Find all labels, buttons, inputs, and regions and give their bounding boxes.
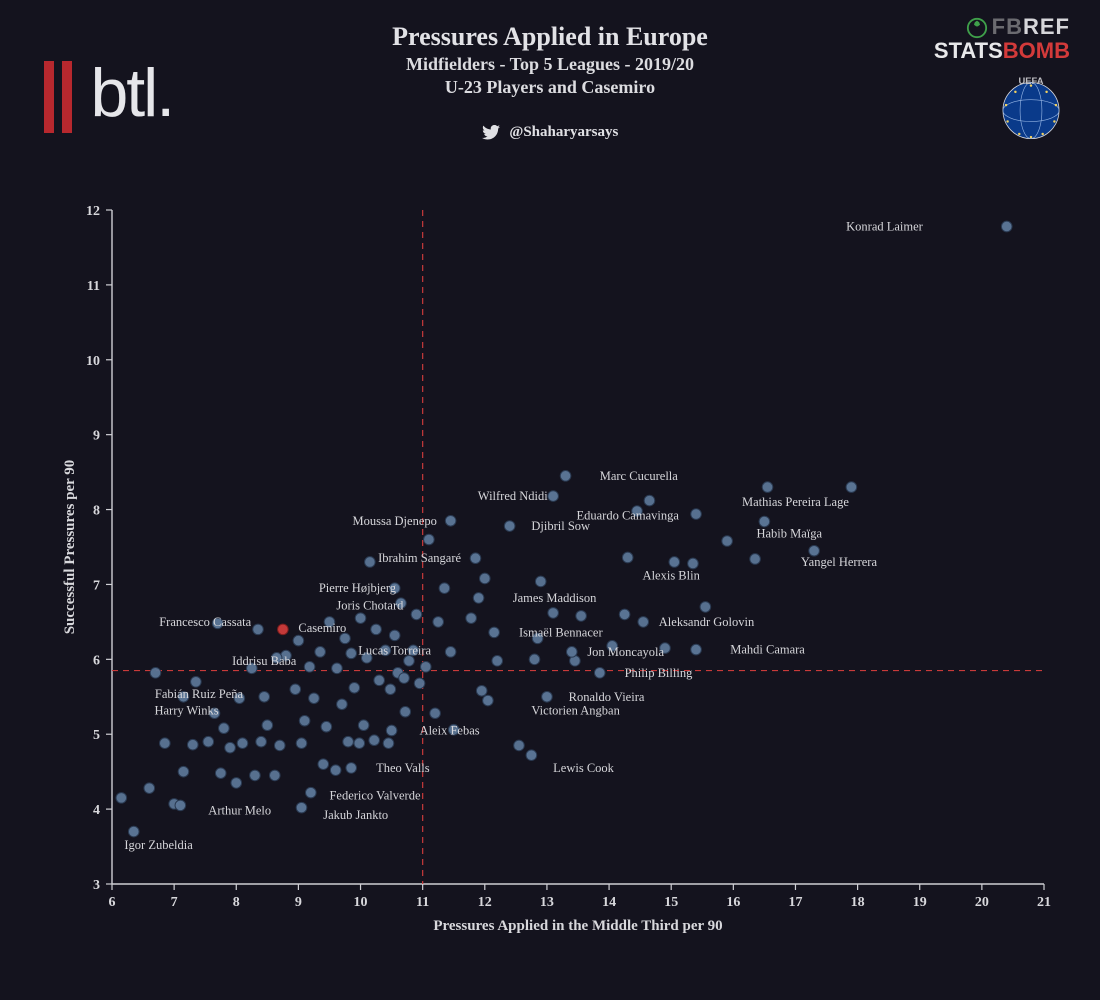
svg-text:Ibrahim Sangaré: Ibrahim Sangaré	[378, 551, 461, 565]
svg-text:Ronaldo Vieira: Ronaldo Vieira	[569, 690, 645, 704]
svg-text:3: 3	[93, 878, 100, 893]
svg-text:Wilfred Ndidi: Wilfred Ndidi	[478, 489, 548, 503]
svg-text:Djibril Sow: Djibril Sow	[531, 519, 590, 533]
svg-text:9: 9	[93, 429, 100, 444]
svg-text:Aleksandr Golovin: Aleksandr Golovin	[659, 615, 755, 629]
svg-text:Casemiro: Casemiro	[298, 621, 346, 635]
svg-text:5: 5	[93, 728, 100, 743]
svg-text:Alexis Blin: Alexis Blin	[643, 568, 701, 582]
svg-text:Ismaël Bennacer: Ismaël Bennacer	[519, 625, 603, 639]
right-logos: FBREF STATSBOMB UEFA	[934, 14, 1070, 153]
svg-text:Arthur Melo: Arthur Melo	[208, 804, 271, 818]
btl-logo-bars	[44, 61, 80, 138]
svg-text:6: 6	[93, 653, 100, 668]
twitter-icon	[482, 125, 500, 140]
svg-text:4: 4	[93, 803, 100, 818]
svg-text:13: 13	[540, 895, 554, 910]
fbref-ref: REF	[1023, 14, 1070, 39]
scatter-plot: 6 7 8 9 10 11 12 13 14 15 16 17 18 19 20 21 3 4 5 6 7 8 9 10 11 1…	[58, 200, 1058, 940]
svg-text:6: 6	[109, 895, 116, 910]
svg-text:20: 20	[975, 895, 989, 910]
svg-text:Joris Chotard: Joris Chotard	[336, 598, 404, 612]
svg-text:Pressures Applied in the Middl: Pressures Applied in the Middle Third pe…	[433, 918, 722, 934]
svg-text:Pierre Højbjerg: Pierre Højbjerg	[319, 581, 397, 595]
btl-logo: btl.	[44, 42, 173, 138]
svg-text:Igor Zubeldia: Igor Zubeldia	[124, 838, 193, 852]
statsbomb-logo: STATSBOMB	[934, 38, 1070, 64]
svg-text:Lewis Cook: Lewis Cook	[553, 761, 615, 775]
svg-text:Harry Winks: Harry Winks	[154, 703, 218, 717]
svg-text:9: 9	[295, 895, 302, 910]
svg-text:8: 8	[93, 504, 100, 519]
svg-text:Jon Moncayola: Jon Moncayola	[587, 645, 664, 659]
fbref-fb: FB	[992, 14, 1023, 39]
statsbomb-stats: STATS	[934, 38, 1003, 63]
svg-text:Habib Maïga: Habib Maïga	[756, 527, 822, 541]
svg-text:Eduardo Camavinga: Eduardo Camavinga	[577, 509, 680, 523]
svg-text:8: 8	[233, 895, 240, 910]
svg-text:11: 11	[416, 895, 429, 910]
svg-text:21: 21	[1037, 895, 1051, 910]
svg-text:Victorien Angban: Victorien Angban	[531, 703, 620, 717]
svg-text:James Maddison: James Maddison	[513, 591, 597, 605]
svg-text:14: 14	[602, 895, 616, 910]
svg-text:Federico Valverde: Federico Valverde	[329, 789, 421, 803]
svg-text:Theo Valls: Theo Valls	[376, 761, 430, 775]
fbref-ball-icon	[966, 17, 988, 39]
svg-text:10: 10	[354, 895, 368, 910]
svg-text:Jakub Jankto: Jakub Jankto	[323, 808, 388, 822]
svg-text:Iddrisu Baba: Iddrisu Baba	[232, 654, 297, 668]
svg-text:Francesco Cassata: Francesco Cassata	[159, 615, 251, 629]
svg-text:7: 7	[93, 578, 100, 593]
svg-text:Mahdi Camara: Mahdi Camara	[730, 643, 805, 657]
svg-text:11: 11	[87, 279, 100, 294]
svg-text:17: 17	[788, 895, 802, 910]
fbref-logo: FBREF	[934, 14, 1070, 40]
svg-text:7: 7	[171, 895, 178, 910]
svg-text:Philip Billing: Philip Billing	[625, 666, 693, 680]
svg-text:Marc Cucurella: Marc Cucurella	[600, 469, 679, 483]
svg-text:Yangel Herrera: Yangel Herrera	[801, 555, 878, 569]
header-region: btl. Pressures Applied in Europe Midfiel…	[0, 0, 1100, 190]
svg-text:12: 12	[478, 895, 492, 910]
svg-text:15: 15	[664, 895, 678, 910]
svg-text:16: 16	[726, 895, 740, 910]
twitter-handle: @Shaharyarsays	[509, 124, 618, 140]
svg-text:Konrad Laimer: Konrad Laimer	[846, 219, 924, 233]
svg-text:Aleix Febas: Aleix Febas	[420, 723, 480, 737]
statsbomb-bomb: BOMB	[1003, 38, 1070, 63]
svg-text:12: 12	[86, 204, 100, 219]
svg-text:Mathias Pereira Lage: Mathias Pereira Lage	[742, 495, 849, 509]
svg-text:Successful Pressures per 90: Successful Pressures per 90	[62, 460, 78, 635]
btl-logo-text: btl.	[90, 54, 173, 132]
uefa-logo: UEFA	[992, 70, 1070, 148]
svg-text:10: 10	[86, 354, 100, 369]
svg-text:Fabián Ruiz Peña: Fabián Ruiz Peña	[155, 687, 244, 701]
svg-text:18: 18	[851, 895, 865, 910]
svg-text:Lucas Torreira: Lucas Torreira	[358, 643, 431, 657]
svg-text:Moussa Djenepo: Moussa Djenepo	[353, 514, 437, 528]
svg-text:19: 19	[913, 895, 927, 910]
